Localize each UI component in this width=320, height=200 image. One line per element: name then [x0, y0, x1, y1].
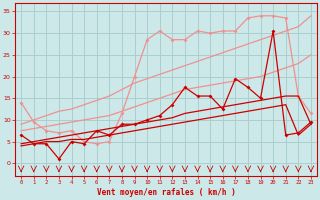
X-axis label: Vent moyen/en rafales ( km/h ): Vent moyen/en rafales ( km/h ) [97, 188, 236, 197]
